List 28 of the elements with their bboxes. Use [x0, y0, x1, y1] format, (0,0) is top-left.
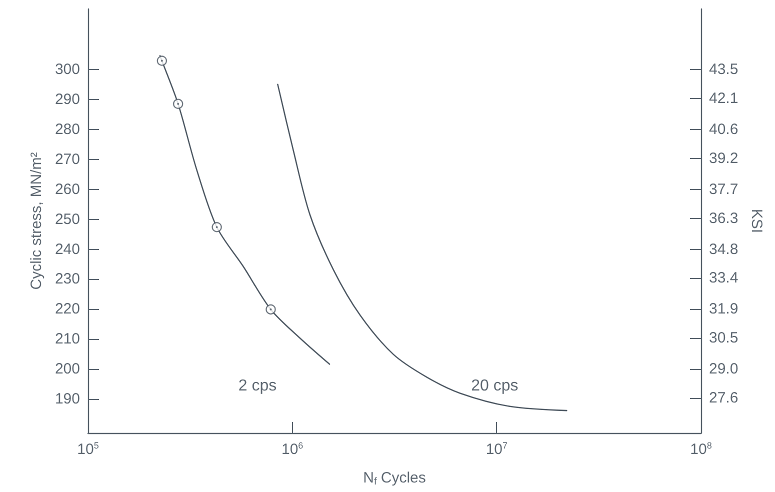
y-tick-label: 270 [54, 151, 80, 168]
annotation: 2 cps [238, 378, 277, 394]
y-axis-title: Cyclic stress, MN/m² [28, 152, 45, 290]
y-tick-label: 200 [54, 360, 80, 378]
y2-tick-label: 42.1 [709, 90, 738, 108]
y-tick-label: 250 [54, 210, 80, 228]
y2-tick-label: 40.6 [709, 121, 738, 138]
y2-tick-label: 43.5 [709, 61, 738, 78]
y-tick-label: 220 [54, 300, 80, 318]
y-tick-label: 210 [54, 330, 80, 348]
y-tick-label: 300 [54, 61, 80, 78]
y2-tick-label: 31.9 [709, 300, 738, 318]
y2-axis-title: KSI [748, 208, 766, 234]
y-tick-label: 190 [54, 390, 80, 408]
y2-tick-label: 33.4 [709, 270, 738, 287]
y2-tick-label: 29.0 [709, 360, 738, 378]
y2-tick-label: 39.2 [709, 150, 738, 167]
y-tick-label: 240 [54, 240, 80, 258]
y-tick-label: 280 [54, 121, 80, 138]
y-tick-label: 260 [54, 180, 80, 198]
y2-tick-label: 34.8 [709, 240, 738, 258]
y2-tick-label: 36.3 [709, 210, 738, 227]
y-tick-label: 230 [54, 270, 80, 288]
y-tick-label: 290 [54, 91, 80, 108]
annotation: 20 cps [471, 378, 518, 394]
y2-tick-label: 27.6 [709, 389, 738, 406]
y2-tick-label: 37.7 [709, 180, 738, 198]
y2-tick-label: 30.5 [709, 330, 738, 347]
